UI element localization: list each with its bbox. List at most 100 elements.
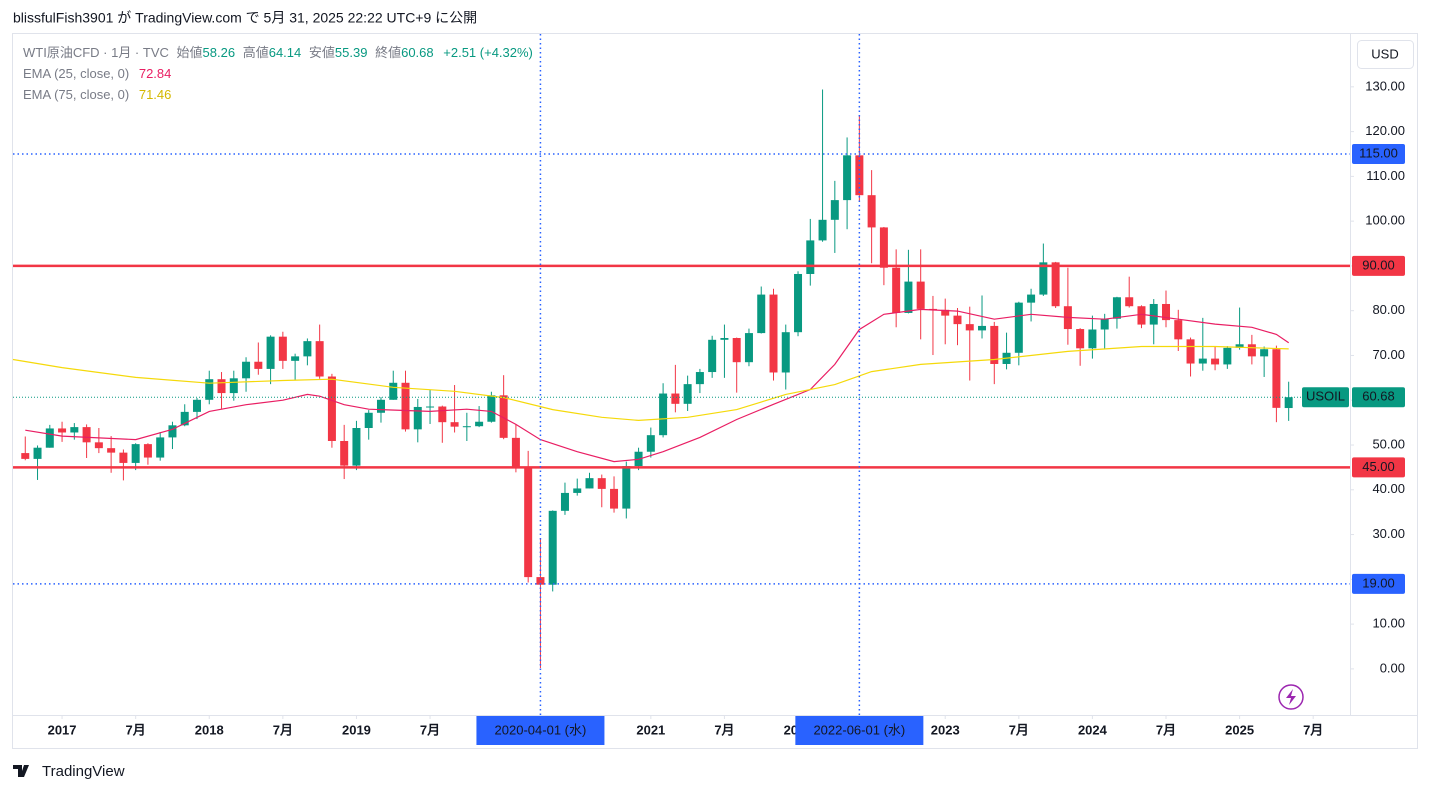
candle-body (156, 437, 165, 458)
plot (12, 34, 1354, 719)
high-label: 高値 (243, 45, 269, 60)
y-tick-label: 130.00 (1365, 78, 1405, 93)
candle-body (732, 338, 741, 363)
candle-body (610, 488, 619, 509)
price-label: 19.00 (1362, 575, 1395, 590)
candle-body (131, 444, 140, 463)
x-tick-label: 7月 (714, 722, 734, 737)
candle-body (904, 281, 913, 313)
candle-body (683, 384, 692, 404)
candle-body (744, 333, 753, 363)
legend-name: EMA (25, close, 0) (23, 66, 129, 81)
currency: USD (1371, 46, 1398, 61)
x-tick-label: 2023 (931, 722, 960, 737)
candle-body (1149, 303, 1158, 325)
candle-body (58, 428, 67, 433)
alert-icon[interactable] (1278, 684, 1304, 710)
candle-body (781, 332, 790, 373)
y-tick-label: 10.00 (1372, 616, 1405, 631)
candle-body (965, 324, 974, 331)
candle-body (143, 444, 152, 458)
y-tick-label: 80.00 (1372, 302, 1405, 317)
candle-body (1211, 358, 1220, 365)
close-label: 終値 (375, 45, 401, 60)
y-tick-label: 0.00 (1380, 660, 1405, 675)
candle-body (720, 338, 729, 340)
publish-info: blissfulFish3901 が TradingView.com で 5月 … (13, 10, 477, 26)
candle-body (671, 393, 680, 404)
candle-body (376, 399, 385, 413)
candle-body (327, 376, 336, 441)
time-label-box (795, 716, 924, 745)
candle-body (450, 422, 459, 427)
candle-body (794, 273, 803, 333)
symbol: WTI原油CFD · 1月 · TVC (23, 45, 169, 60)
price-label-box (1352, 457, 1405, 478)
candle-body (646, 435, 655, 452)
candle-body (560, 492, 569, 511)
candle-body (1162, 303, 1171, 321)
candle-body (217, 379, 226, 394)
price-label: 60.68 (1362, 389, 1395, 404)
y-tick-label: 70.00 (1372, 347, 1405, 362)
candle-body (1260, 349, 1269, 357)
candle-body (266, 336, 275, 369)
ticker: USOIL (1306, 389, 1345, 404)
y-tick-label: 50.00 (1372, 436, 1405, 451)
candle-body (389, 382, 398, 400)
candle-body (1235, 344, 1244, 348)
candle-body (21, 453, 30, 459)
legend-ema75: EMA (75, close, 0) 71.46 (23, 87, 171, 102)
candle-body (1088, 329, 1097, 349)
candle-body (364, 412, 373, 429)
price-label-box (1352, 255, 1405, 276)
candle-body (1247, 344, 1256, 357)
legend-value: 71.46 (139, 87, 172, 102)
currency-button[interactable] (1357, 40, 1414, 69)
y-tick-label: 120.00 (1365, 123, 1405, 138)
y-tick-label: 40.00 (1372, 481, 1405, 496)
candle-body (1014, 302, 1023, 353)
candle-body (892, 267, 901, 313)
candle-body (597, 478, 606, 489)
candle-body (1284, 397, 1293, 409)
candle-body (499, 395, 508, 438)
ticker-box (1302, 387, 1349, 408)
candle-body (462, 426, 471, 428)
price-label-box (1352, 143, 1405, 164)
x-tick-label: 2021 (636, 722, 665, 737)
candle-body (352, 428, 361, 466)
legend-name: EMA (75, close, 0) (23, 87, 129, 102)
ema-line (12, 345, 1289, 422)
candle-body (1076, 329, 1085, 349)
candle-body (192, 399, 201, 412)
candle-body (291, 356, 300, 361)
candle-body (843, 155, 852, 201)
candle-body (806, 240, 815, 274)
candle-body (941, 309, 950, 316)
legend-value: 72.84 (139, 66, 172, 81)
legend-ohlc: WTI原油CFD · 1月 · TVC 始値58.26 高値64.14 安値55… (23, 45, 533, 60)
candle-body (1272, 349, 1281, 408)
y-tick-label: 110.00 (1366, 168, 1405, 183)
candle-body (340, 440, 349, 466)
x-tick-label: 2018 (195, 722, 224, 737)
candle-body (205, 379, 214, 400)
overlay: 0.0010.0020.0030.0040.0050.0060.0070.008… (48, 78, 1405, 745)
candle-body (1198, 358, 1207, 364)
x-tick-label: 7月 (1156, 722, 1176, 737)
candle-body (879, 227, 888, 268)
candle-body (695, 372, 704, 385)
candle-body (524, 468, 533, 578)
candle-body (45, 428, 54, 448)
candle-body (119, 452, 128, 463)
time-label: 2022-06-01 (水) (813, 722, 905, 737)
open-value: 58.26 (203, 45, 236, 60)
candle-body (953, 315, 962, 325)
candle-body (94, 442, 103, 449)
candle-body (1039, 262, 1048, 295)
candle-body (33, 447, 42, 459)
candle-body (1174, 320, 1183, 340)
x-tick-label: 2024 (1078, 722, 1108, 737)
